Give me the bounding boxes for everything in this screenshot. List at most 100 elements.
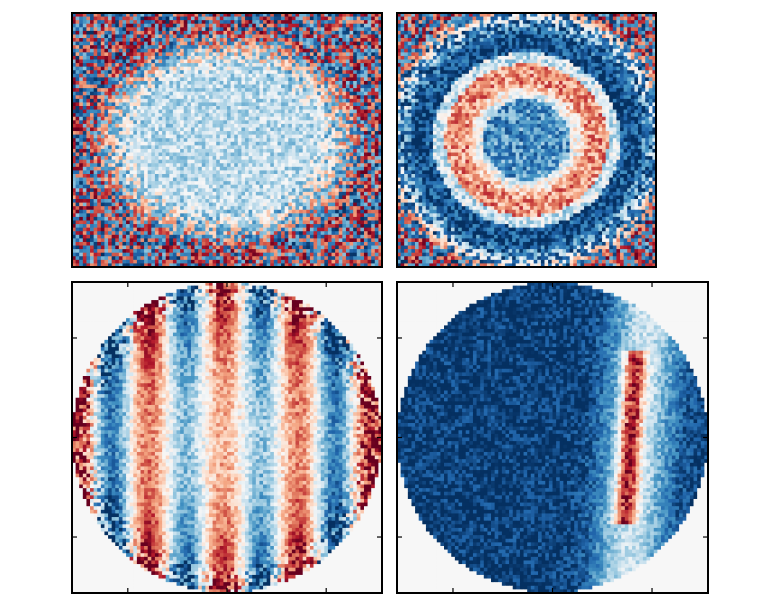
heatmap-cell	[317, 31, 321, 35]
heatmap-cell	[263, 60, 267, 64]
heatmap-cell	[335, 77, 339, 81]
heatmap-cell	[180, 20, 184, 24]
heatmap-cell	[137, 45, 141, 49]
heatmap-cell	[303, 49, 307, 53]
heatmap-cell	[303, 34, 307, 38]
heatmap-cell	[310, 81, 314, 85]
heatmap-cell	[119, 85, 123, 89]
heatmap-cell	[101, 31, 105, 35]
heatmap-cell	[148, 52, 152, 56]
heatmap-cell	[332, 63, 336, 67]
heatmap-cell	[130, 34, 134, 38]
heatmap-cell	[317, 60, 321, 64]
heatmap-cell	[83, 77, 87, 81]
heatmap-cell	[83, 85, 87, 89]
heatmap-cell	[274, 49, 278, 53]
heatmap-cell	[187, 31, 191, 35]
heatmap-cell	[209, 70, 213, 74]
heatmap-cell	[220, 31, 224, 35]
heatmap-cell	[364, 17, 368, 21]
heatmap-cell	[364, 27, 368, 31]
heatmap-cell	[324, 42, 328, 46]
heatmap-cell	[205, 67, 209, 71]
heatmap-cell	[115, 24, 119, 28]
heatmap-cell	[245, 85, 249, 89]
heatmap-cell	[274, 31, 278, 35]
heatmap-cell	[191, 77, 195, 81]
heatmap-cell	[277, 45, 281, 49]
heatmap-cell	[231, 60, 235, 64]
heatmap-cell	[86, 24, 90, 28]
heatmap-cell	[155, 49, 159, 53]
heatmap-cell	[97, 20, 101, 24]
heatmap-cell	[180, 27, 184, 31]
heatmap-cell	[112, 27, 116, 31]
heatmap-cell	[205, 38, 209, 42]
heatmap-cell	[259, 56, 263, 60]
heatmap-cell	[324, 45, 328, 49]
heatmap-cell	[306, 74, 310, 78]
heatmap-cell	[371, 20, 375, 24]
heatmap-cell	[112, 85, 116, 89]
heatmap-cell	[162, 20, 166, 24]
heatmap-cell	[342, 56, 346, 60]
heatmap-cell	[112, 17, 116, 21]
heatmap-cell	[353, 56, 357, 60]
heatmap-cell	[216, 45, 220, 49]
heatmap-cell	[299, 17, 303, 21]
heatmap-cell	[79, 85, 83, 89]
heatmap-cell	[198, 27, 202, 31]
heatmap-cell	[339, 38, 343, 42]
heatmap-cell	[209, 74, 213, 78]
heatmap-cell	[245, 49, 249, 53]
heatmap-cell	[173, 45, 177, 49]
heatmap-cell	[368, 60, 372, 64]
heatmap-cell	[216, 27, 220, 31]
heatmap-cell	[357, 45, 361, 49]
heatmap-cell	[245, 81, 249, 85]
heatmap-cell	[360, 77, 364, 81]
heatmap-cell	[267, 60, 271, 64]
heatmap-cell	[306, 67, 310, 71]
heatmap-cell	[342, 38, 346, 42]
heatmap-cell	[263, 81, 267, 85]
heatmap-cell	[245, 42, 249, 46]
heatmap-cell	[263, 34, 267, 38]
heatmap-cell	[227, 20, 231, 24]
heatmap-cell	[227, 63, 231, 67]
heatmap-cell	[263, 20, 267, 24]
heatmap-cell	[263, 67, 267, 71]
heatmap-cell	[205, 56, 209, 60]
heatmap-cell	[350, 70, 354, 74]
heatmap-cell	[364, 60, 368, 64]
heatmap-cell	[353, 60, 357, 64]
heatmap-cell	[220, 52, 224, 56]
heatmap-cell	[166, 74, 170, 78]
heatmap-cell	[115, 20, 119, 24]
heatmap-cell	[86, 70, 90, 74]
heatmap-cell	[241, 63, 245, 67]
heatmap-cell	[97, 81, 101, 85]
heatmap-cell	[140, 70, 144, 74]
heatmap-cell	[375, 31, 379, 35]
heatmap-cell	[191, 74, 195, 78]
heatmap-cell	[335, 85, 339, 89]
heatmap-cell	[180, 74, 184, 78]
heatmap-cell	[357, 52, 361, 56]
heatmap-cell	[177, 77, 181, 81]
heatmap-cell	[213, 85, 217, 89]
heatmap-cell	[79, 88, 83, 92]
heatmap-cell	[274, 74, 278, 78]
heatmap-cell	[259, 49, 263, 53]
heatmap-cell	[364, 31, 368, 35]
heatmap-cell	[126, 67, 130, 71]
heatmap-cell	[281, 85, 285, 89]
heatmap-cell	[285, 70, 289, 74]
heatmap-cell	[122, 52, 126, 56]
heatmap-cell	[324, 77, 328, 81]
heatmap-cell	[252, 34, 256, 38]
heatmap-cell	[151, 38, 155, 42]
heatmap-cell	[86, 34, 90, 38]
heatmap-cell	[137, 56, 141, 60]
heatmap-cell	[245, 24, 249, 28]
